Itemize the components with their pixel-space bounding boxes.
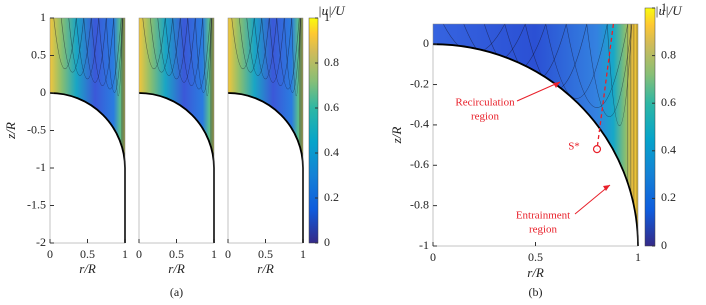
streamline	[53, 17, 77, 70]
x-tick-label: 1	[211, 247, 217, 261]
colorbar-tick-label: 0.4	[661, 143, 676, 157]
x-axis-label: r/R	[527, 265, 544, 280]
x-tick-label: 0.5	[169, 247, 184, 261]
annotation: Recirculation	[455, 97, 515, 109]
colorbar-tick-label: 0.2	[324, 190, 339, 204]
colorbar-tick-label: 0.8	[661, 47, 676, 61]
x-tick-label: 0.5	[528, 250, 543, 264]
y-tick-label: -2	[36, 235, 46, 249]
colorbar-tick-label: 0.4	[324, 145, 339, 159]
separation-point	[592, 145, 602, 154]
colorbar-tick-label: 1	[661, 0, 667, 14]
annotation: region	[529, 224, 558, 236]
x-tick-label: 1	[122, 247, 128, 261]
x-tick-label: 0.5	[258, 247, 273, 261]
y-tick-label: 0	[40, 85, 46, 99]
x-tick-label: 0	[225, 247, 231, 261]
streamline	[75, 17, 100, 80]
y-axis-label: z/R	[3, 122, 18, 140]
streamline	[83, 17, 107, 83]
body	[138, 93, 214, 243]
panel-caption: (b)	[529, 285, 543, 299]
body-surface	[227, 92, 304, 243]
x-tick-label: 0.5	[80, 247, 95, 261]
x-tick-label: 1	[300, 247, 306, 261]
colorbar-tick-label: 0.2	[661, 190, 676, 204]
streamline	[261, 17, 285, 83]
colorbar-tick-label: 1	[324, 10, 330, 24]
x-tick-label: 0	[430, 250, 436, 264]
colorbar-tick-label: 0	[661, 238, 667, 252]
arrow-head	[553, 82, 560, 88]
streamline	[565, 23, 629, 108]
streamline	[268, 17, 293, 87]
colorbar-tick-label: 0.6	[324, 100, 339, 114]
streamline	[172, 17, 196, 83]
colorbar	[644, 7, 656, 247]
x-axis-label: r/R	[168, 261, 185, 276]
y-tick-label: -0.4	[410, 117, 429, 131]
annotation-arrow	[574, 184, 611, 215]
colorbar-tick-label: 0.6	[661, 95, 676, 109]
streamline	[164, 17, 189, 80]
body-surface	[138, 92, 215, 243]
x-tick-label: 0	[47, 247, 53, 261]
streamline	[231, 17, 255, 70]
panel-caption: (a)	[170, 285, 183, 299]
streamline	[253, 17, 278, 80]
y-tick-label: 1	[40, 10, 46, 24]
x-tick-label: 1	[635, 250, 641, 264]
y-tick-label: -0.6	[410, 157, 429, 171]
streamline	[142, 17, 166, 70]
streamline	[179, 17, 204, 87]
y-tick-label: -1	[36, 160, 46, 174]
annotation: S*	[568, 141, 580, 153]
streamline	[90, 17, 115, 87]
y-tick-label: 0	[423, 36, 429, 50]
annotation-arrow	[516, 81, 561, 102]
y-tick-label: -0.2	[410, 76, 429, 90]
y-tick-label: -1	[419, 238, 429, 252]
body	[432, 44, 638, 246]
annotation: Entrainment	[516, 210, 570, 222]
y-tick-label: -1.5	[27, 197, 46, 211]
body-surface	[49, 92, 126, 243]
colorbar-tick-label: 0.8	[324, 55, 339, 69]
y-tick-label: -0.8	[410, 197, 429, 211]
colorbar-tick-label: 0	[324, 235, 330, 249]
annotation: region	[471, 111, 500, 123]
body	[49, 93, 125, 243]
x-axis-label: r/R	[257, 261, 274, 276]
y-tick-label: 0.5	[31, 47, 46, 61]
x-axis-label: r/R	[79, 261, 96, 276]
colorbar-label: |u|/U	[655, 3, 683, 18]
arrow-head	[603, 185, 610, 191]
body-surface	[432, 43, 639, 247]
colorbar-label: |u|/U	[318, 3, 346, 18]
body	[227, 93, 303, 243]
x-tick-label: 0	[136, 247, 142, 261]
y-tick-label: -0.5	[27, 122, 46, 136]
y-axis-label: z/R	[389, 127, 404, 145]
separation-line	[596, 23, 615, 150]
colorbar	[308, 17, 319, 244]
